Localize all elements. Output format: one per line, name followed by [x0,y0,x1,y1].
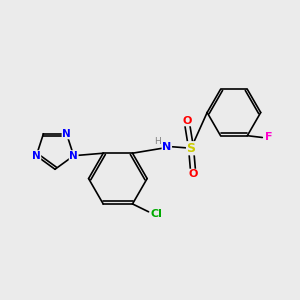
Text: O: O [183,116,192,126]
Text: N: N [162,142,171,152]
Text: Cl: Cl [151,209,162,219]
Text: N: N [62,129,71,139]
Text: O: O [188,169,197,179]
Text: S: S [187,142,196,155]
Text: N: N [32,151,41,161]
Text: H: H [154,136,161,146]
Text: F: F [265,133,272,142]
Text: N: N [69,151,78,161]
